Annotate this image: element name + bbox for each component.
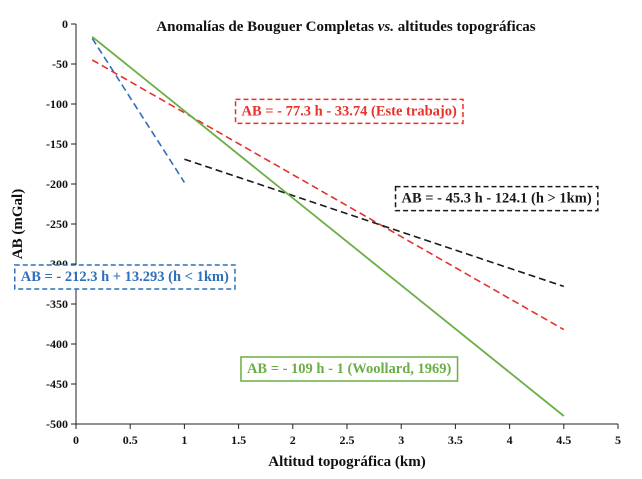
equation-text-green: AB = - 109 h - 1 (Woollard, 1969): [247, 361, 452, 377]
chart-title-part-italic: vs.: [378, 19, 394, 35]
x-tick-label: 4: [507, 433, 513, 447]
series-line-green: [91, 36, 565, 417]
plot-area: 0-50-100-150-200-250-300-350-400-450-500…: [13, 17, 621, 447]
y-axis-label: AB (mGal): [10, 189, 26, 259]
equation-annotation-green: AB = - 109 h - 1 (Woollard, 1969): [240, 356, 459, 382]
equation-box-blue: [13, 264, 236, 290]
x-tick-label: 0.5: [123, 433, 138, 447]
y-tick-label: -500: [46, 417, 68, 431]
x-tick-label: 2: [290, 433, 296, 447]
series-line-black: [184, 158, 565, 288]
x-tick-label: 5: [615, 433, 621, 447]
chart-title: Anomalías de Bouguer Completas vs. altit…: [156, 19, 535, 35]
chart-title-part-1: Anomalías de Bouguer Completas: [156, 19, 377, 35]
y-tick-label: -350: [46, 297, 68, 311]
equation-text-blue: AB = - 212.3 h + 13.293 (h < 1km): [21, 269, 229, 285]
x-tick-label: 0: [73, 433, 79, 447]
y-tick-label: -400: [46, 337, 68, 351]
x-tick-label: 2.5: [340, 433, 355, 447]
x-tick-label: 3.5: [448, 433, 463, 447]
series-line-blue: [91, 37, 186, 183]
y-tick-label: -250: [46, 217, 68, 231]
equation-annotation-red: AB = - 77.3 h - 33.74 (Este trabajo): [234, 98, 464, 125]
equation-box-black: [394, 185, 599, 212]
y-tick-label: -200: [46, 177, 68, 191]
equation-text-black: AB = - 45.3 h - 124.1 (h > 1km): [402, 191, 592, 207]
y-tick-label: -150: [46, 137, 68, 151]
equation-box-green: [240, 356, 459, 382]
y-tick-label: 0: [62, 17, 68, 31]
y-tick-label: -450: [46, 377, 68, 391]
y-tick-label: -100: [46, 97, 68, 111]
equation-box-red: [234, 98, 464, 125]
equation-annotation-black: AB = - 45.3 h - 124.1 (h > 1km): [394, 185, 599, 212]
x-tick-label: 3: [398, 433, 404, 447]
x-tick-label: 1.5: [231, 433, 246, 447]
equation-text-red: AB = - 77.3 h - 33.74 (Este trabajo): [242, 103, 457, 119]
x-tick-label: 4.5: [556, 433, 571, 447]
chart-title-part-2: altitudes topográficas: [394, 19, 536, 35]
series-line-red: [91, 59, 565, 331]
y-tick-label: -50: [52, 57, 68, 71]
x-axis-label: Altitud topográfica (km): [268, 454, 426, 470]
equation-annotation-blue: AB = - 212.3 h + 13.293 (h < 1km): [13, 264, 236, 290]
x-tick-label: 1: [181, 433, 187, 447]
